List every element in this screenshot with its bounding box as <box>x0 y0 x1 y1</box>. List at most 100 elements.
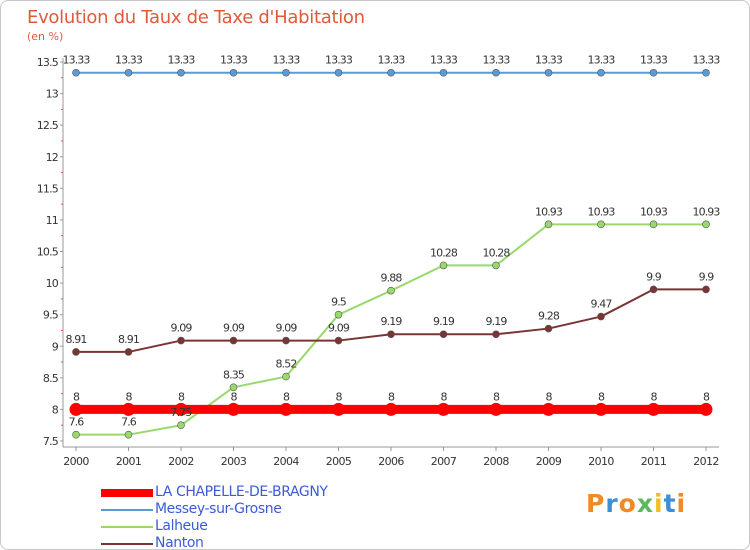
data-point <box>597 68 605 77</box>
data-point <box>122 402 135 416</box>
data-label: 10.28 <box>430 246 458 259</box>
y-tick-label: 13 <box>46 88 59 101</box>
y-tick-label: 11 <box>46 214 58 227</box>
data-point <box>439 261 448 270</box>
data-point <box>384 402 398 416</box>
data-label: 13.33 <box>483 54 511 67</box>
x-tick-label: 2002 <box>168 455 194 468</box>
x-tick-label: 2005 <box>326 455 352 468</box>
data-label: 9.88 <box>381 272 403 285</box>
axes: 7.5 8 8.5 9 9.5 10 10.5 11 11.5 12 12.5 13 13.5 2000 2… <box>37 56 720 468</box>
data-point <box>649 220 658 229</box>
y-tick-label: 9.5 <box>43 309 59 322</box>
data-point <box>229 383 238 392</box>
data-point <box>492 330 500 339</box>
data-label: 13.33 <box>378 54 406 67</box>
logo-letter: r <box>605 489 619 518</box>
data-label: 8 <box>335 390 342 403</box>
data-label: 10.28 <box>483 246 511 259</box>
x-tick-label: 2006 <box>378 455 404 468</box>
data-point <box>439 68 448 77</box>
y-tick-label: 8 <box>52 403 59 416</box>
data-label: 13.33 <box>693 54 721 67</box>
x-tick-label: 2004 <box>273 455 299 468</box>
data-label: 8 <box>388 390 395 403</box>
data-point <box>332 402 345 416</box>
data-point <box>649 68 658 77</box>
data-point <box>177 68 185 77</box>
data-label: 10.93 <box>693 205 721 218</box>
data-point <box>489 402 503 416</box>
x-tick-label: 2010 <box>588 455 614 468</box>
data-label: 8 <box>650 390 657 403</box>
data-label: 9.5 <box>331 296 347 309</box>
data-point <box>334 68 343 77</box>
data-label: 13.33 <box>168 54 196 67</box>
data-label: 9.09 <box>328 322 350 335</box>
data-point <box>282 372 290 381</box>
legend-label: LA CHAPELLE-DE-BRAGNY <box>155 484 328 500</box>
data-point <box>647 402 660 416</box>
x-tick-label: 2009 <box>536 455 562 468</box>
data-point <box>177 336 185 345</box>
data-point <box>702 220 710 229</box>
data-point <box>544 220 553 229</box>
legend-swatch <box>101 526 153 528</box>
data-point <box>544 324 553 333</box>
data-label: 9.19 <box>381 315 403 328</box>
data-label: 9.19 <box>433 315 455 328</box>
x-tick-label: 2008 <box>483 455 509 468</box>
data-label: 8 <box>545 390 552 403</box>
data-point <box>387 68 395 77</box>
data-point <box>387 330 395 339</box>
legend-swatch <box>101 509 153 511</box>
data-label: 8 <box>493 390 500 403</box>
data-point <box>227 402 240 416</box>
proxiti-logo: Proxiti <box>586 489 686 518</box>
data-label: 9.9 <box>646 270 662 283</box>
data-label: 8 <box>178 390 185 403</box>
data-point <box>177 421 185 430</box>
data-label: 7.6 <box>121 416 137 429</box>
data-label: 9.09 <box>171 322 193 335</box>
logo-letter: P <box>586 489 606 518</box>
data-point <box>282 68 290 77</box>
series-data-labels: 13.33 13.33 13.33 13.33 13.33 13.33 13.33 13.33… <box>63 54 722 429</box>
data-point <box>124 348 133 356</box>
legend-label: Lalheue <box>155 518 208 534</box>
data-label: 13.33 <box>220 54 248 67</box>
data-label: 7.6 <box>69 416 85 429</box>
x-tick-label: 2000 <box>63 455 89 468</box>
data-point <box>597 312 605 321</box>
data-label: 7.75 <box>171 406 193 419</box>
data-point <box>437 402 450 416</box>
unit-label: (en %) <box>27 30 64 43</box>
data-point <box>597 220 605 229</box>
data-point <box>229 336 238 345</box>
data-label: 9.47 <box>591 298 613 311</box>
data-point <box>334 336 343 345</box>
data-label: 8.52 <box>276 358 297 371</box>
chart-title: Evolution du Taux de Taxe d'Habitation <box>27 7 365 28</box>
data-label: 9.9 <box>699 270 715 283</box>
data-label: 8 <box>440 390 447 403</box>
series-lines <box>69 68 713 439</box>
data-label: 13.33 <box>63 54 91 67</box>
y-tick-label: 13.5 <box>37 56 59 69</box>
data-label: 9.28 <box>538 310 560 323</box>
data-point <box>69 402 83 416</box>
logo-letter: t <box>663 489 677 518</box>
x-tick-label: 2012 <box>693 455 719 468</box>
data-point <box>282 336 290 345</box>
data-label: 9.09 <box>223 322 245 335</box>
logo-letter: x <box>636 489 654 518</box>
y-tick-label: 10 <box>46 277 59 290</box>
data-label: 13.33 <box>535 54 563 67</box>
data-label: 8 <box>125 390 132 403</box>
data-label: 13.33 <box>588 54 616 67</box>
data-point <box>702 285 710 294</box>
data-point <box>124 430 133 439</box>
data-label: 8.91 <box>66 333 87 346</box>
